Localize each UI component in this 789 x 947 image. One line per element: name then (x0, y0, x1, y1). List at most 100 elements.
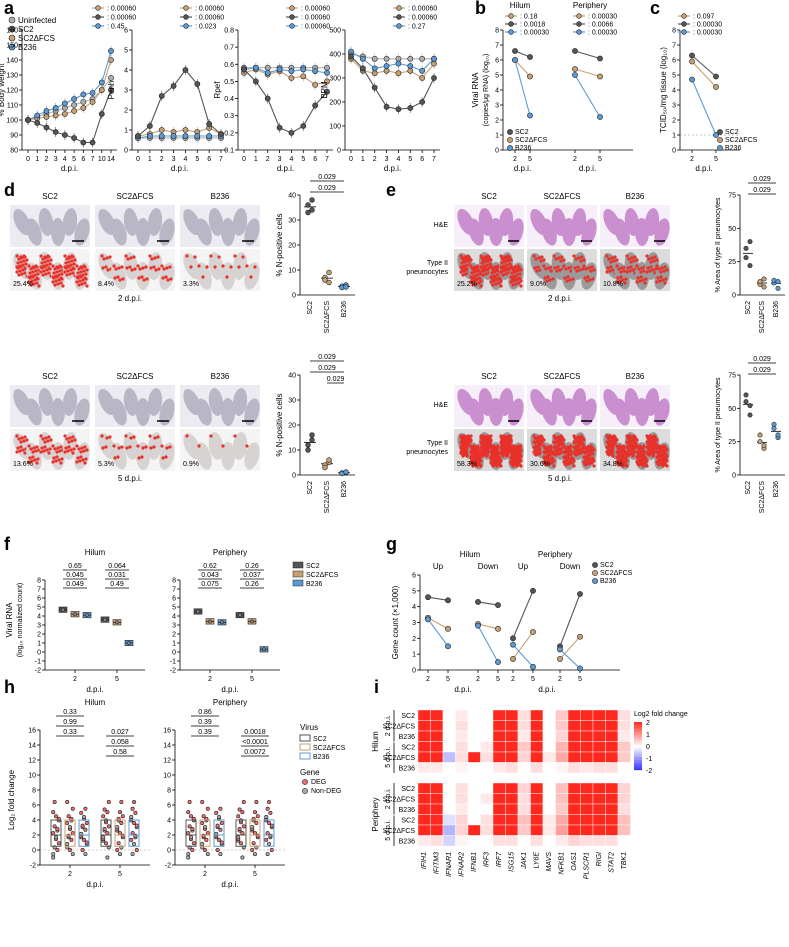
plot-f-hilum-ytick-label: -1 (35, 659, 41, 666)
plot-a2-series-line (243, 69, 328, 134)
plot-f-legend-label: SC2ΔFCS (306, 572, 339, 579)
panel-e-typeii-stain (519, 279, 523, 283)
plot-a0-ytick-label: 160 (6, 28, 18, 35)
plot-a3-point (431, 75, 437, 81)
panel-d-mask-stain (63, 254, 67, 258)
panel-d-mask-stain (39, 254, 43, 258)
plot-h-point (237, 826, 242, 831)
plot-d0-point (322, 277, 328, 283)
heatmap-scale-step (634, 753, 642, 755)
plot-g-subtitle: Up (433, 562, 444, 571)
plot-h-point (133, 810, 138, 815)
panel-e-typeii-stain (619, 275, 623, 279)
panel-e-typeii-stain (647, 257, 651, 261)
plot-h-box (114, 819, 126, 847)
panel-e-typeii-stain (657, 267, 661, 271)
plot-g-ylabel: Gene count (×1,000) (391, 585, 400, 659)
plot-a3-point (395, 60, 402, 67)
panel-e-typeii-stain (620, 266, 624, 270)
panel-d-mask-stain (209, 254, 213, 258)
panel-e-typeii-stain (538, 268, 542, 272)
panel-e-typeii-stain (464, 267, 468, 271)
heatmap-cell (617, 835, 631, 847)
panel-d-mask-stain (59, 445, 63, 449)
heatmap-cell (517, 751, 531, 763)
heatmap-cell (455, 835, 469, 847)
panel-d-mask-stain (79, 265, 83, 269)
plot-b-xtick-label: 5 (598, 156, 602, 163)
plot-d0-ytick-label: 0 (292, 293, 296, 300)
plot-g-subtitle: Down (478, 562, 498, 571)
panel-e-typeii-stain (624, 277, 628, 281)
plot-e1-pval: 0.029 (753, 356, 771, 363)
panel-e-typeii-stain (459, 265, 463, 269)
plot-h-pval: 0.86 (198, 709, 212, 716)
panel-e-typeii-stain (587, 452, 591, 456)
plot-a0-point (61, 111, 68, 117)
plot-a2-xtick-label: 1 (254, 156, 258, 163)
panel-e-typeii-stain (660, 266, 664, 270)
panel-e-typeii-stain (649, 451, 653, 455)
heatmap-cell (530, 720, 544, 732)
panel-e-typeii-stain (569, 460, 573, 464)
heatmap-cell (442, 782, 456, 794)
plot-h-pval: 0.99 (63, 719, 77, 726)
heatmap-row-label: SC2ΔFCS (383, 724, 416, 731)
panel-d-mask-stain (125, 266, 129, 270)
panel-e-typeii-stain (615, 264, 619, 268)
panel-e-typeii-stain (635, 280, 639, 284)
plot-a3-ytick-label: 500 (329, 28, 341, 35)
panel-d-mask-stain (19, 255, 23, 259)
heatmap-group-label: Periphery (371, 797, 380, 831)
plot-h-point (51, 855, 56, 860)
plot-f-pval: 0.064 (108, 563, 126, 570)
panel-d-mask-stain (140, 455, 144, 459)
plot-g-title: Hilum (460, 550, 481, 559)
panel-d-mask-stain (59, 461, 63, 465)
panel-e-typeii-stain (634, 437, 638, 441)
plot-e1-point (771, 421, 777, 427)
panel-e-typeii-stain (533, 266, 537, 270)
plot-f-pval: 0.075 (201, 581, 219, 588)
panel-e-he-lobe (508, 218, 524, 246)
heatmap-cell (580, 720, 594, 732)
plot-h-point (264, 814, 269, 819)
panel-d-mask-stain (27, 444, 31, 448)
heatmap-cell (530, 803, 544, 815)
plot-e0-xcat: B236 (773, 301, 780, 317)
heatmap-cell (592, 803, 606, 815)
panel-e-pct: 30.6% (530, 461, 550, 468)
plot-c-ytick-label: 0 (672, 148, 676, 155)
heatmap-cell (555, 730, 569, 742)
panel-d-mask-stain (75, 275, 79, 279)
panel-e-typeii-stain (637, 267, 641, 271)
legend-a-dot (8, 16, 16, 24)
panel-e-typeii-stain (471, 464, 475, 468)
panel-d-mask-stain (63, 434, 67, 438)
panel-d-mask-stain (28, 456, 32, 460)
plot-b-point (597, 114, 603, 120)
plot-a1-ytick-label: 3 (124, 88, 128, 95)
plot-f-xlabel: d.p.i. (221, 685, 238, 694)
plot-g-point (557, 646, 563, 653)
plot-h-point (219, 820, 224, 825)
plot-a3-point (371, 55, 378, 62)
plot-d0-ytick-label: 20 (288, 243, 296, 250)
heatmap-row-label: SC2 (401, 713, 415, 720)
plot-h-point (65, 820, 70, 825)
plot-h-point (200, 820, 205, 825)
plot-g-xtick-label: 2 (426, 676, 430, 683)
panel-d-mask-stain (39, 270, 43, 274)
plot-g-point (577, 633, 583, 640)
plot-c-legend-label: SC2ΔFCS (725, 137, 758, 144)
heatmap-gene-label: OAS1 (571, 852, 578, 871)
plot-h-point (201, 814, 206, 819)
plot-a1-pval: : 0.00060 (195, 15, 224, 22)
panel-e-typeii-stain (665, 454, 669, 458)
plot-a3-pval: : 0.27 (408, 24, 426, 31)
panel-e-typeii-stain (484, 448, 488, 452)
panel-d-mask-stain (56, 282, 60, 286)
panel-e-typeii-stain (484, 267, 488, 271)
panel-e-typeii-stain (494, 282, 498, 286)
plot-g-series-line (559, 636, 581, 660)
